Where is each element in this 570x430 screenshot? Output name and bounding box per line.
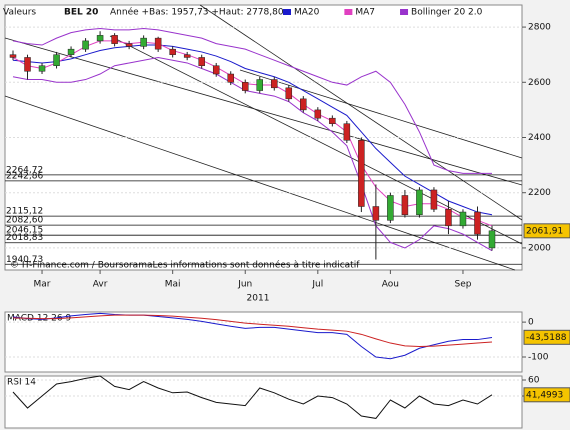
legend-label: Bollinger 20 2.0 (411, 8, 483, 18)
x-tick-label: Jul (311, 280, 323, 290)
bollinger-lower (12, 56, 493, 252)
candle-body (300, 98, 307, 111)
y-tick-label: 60 (528, 376, 540, 386)
candle-body (38, 65, 46, 72)
ma-line (12, 44, 493, 216)
subtitle: Année +Bas: 1957,73 +Haut: 2778,80 (110, 7, 284, 18)
last-value-label: 41,4993 (526, 390, 563, 400)
level-label: 2115,12 (6, 207, 43, 217)
candle-body (67, 48, 75, 55)
candle-body (387, 195, 394, 221)
indicator-line (12, 312, 493, 360)
y-tick-label: 2800 (528, 23, 551, 33)
candle-body (488, 230, 496, 249)
candle-body (271, 79, 278, 89)
last-value-label: 2061,91 (526, 226, 563, 236)
trend-line (4, 37, 523, 186)
y-tick-label: 2200 (528, 188, 551, 198)
candle-body (183, 54, 191, 58)
y-tick-label: -100 (528, 353, 549, 363)
header-label: Valeurs (3, 8, 36, 18)
candle-body (372, 206, 380, 221)
source: © IT-Finance.com / BoursoramaLes informa… (10, 260, 360, 271)
last-value-box (523, 387, 570, 403)
level-label: 2242,86 (6, 171, 43, 181)
level-label: 2264,72 (6, 165, 43, 175)
macd-panel (4, 311, 523, 373)
indicator-line (12, 375, 493, 419)
candle-body (111, 35, 118, 44)
x-tick-label: Aou (382, 280, 399, 290)
candle-body (212, 65, 220, 75)
candle-body (358, 140, 365, 207)
y-tick-label: 2400 (528, 133, 551, 143)
candle-body (9, 54, 17, 58)
x-tick-label: Mar (34, 280, 51, 290)
candle-body (96, 35, 104, 42)
candle-body (459, 211, 467, 227)
candle-body (198, 57, 205, 66)
rsi-panel (4, 375, 523, 429)
candle-body (241, 82, 249, 91)
last-value-label: -43,5188 (526, 333, 567, 343)
rsi-title: RSI 14 (7, 378, 36, 388)
candle-body (125, 43, 133, 47)
trend-line (239, 69, 523, 159)
x-tick-label: Avr (93, 280, 108, 290)
legend-swatch (283, 9, 291, 15)
legend-label: MA20 (294, 8, 320, 18)
candle-body (445, 209, 452, 227)
x-tick-label: Sep (454, 280, 471, 290)
ma-line (12, 40, 493, 227)
legend-label: MA7 (355, 8, 375, 18)
y-tick-label: 2600 (528, 78, 551, 88)
legend-swatch (400, 9, 409, 15)
level-label: 1940,73 (6, 255, 43, 265)
last-value-box (523, 329, 570, 345)
x-tick-label: Jun (237, 280, 252, 290)
indicator-line (12, 314, 493, 348)
candle-body (140, 37, 147, 47)
candle-body (24, 57, 31, 72)
y-tick-label: 2000 (528, 243, 551, 253)
last-value-box (523, 223, 570, 239)
trend-lines (4, 4, 523, 271)
legend-swatch (344, 9, 353, 15)
candle-body (256, 79, 264, 91)
candle-body (53, 54, 60, 66)
bollinger-upper (12, 27, 492, 174)
candle-body (343, 123, 351, 141)
x-axis-label: 2011 (247, 294, 270, 304)
y-tick-label: 0 (528, 318, 534, 328)
chart-title: BEL 20 (64, 8, 98, 18)
x-tick-label: Mai (165, 280, 181, 290)
candle-body (169, 48, 176, 55)
level-label: 2082,60 (6, 216, 43, 226)
candle-body (416, 189, 423, 216)
candle-body (82, 40, 89, 50)
candle-body (285, 87, 293, 100)
candle-body (430, 189, 438, 210)
trend-line (109, 35, 523, 245)
candle-body (329, 117, 336, 124)
candle-body (401, 195, 409, 216)
candle-body (227, 73, 234, 83)
candle-body (314, 109, 322, 119)
level-label: 2018,83 (6, 233, 43, 243)
trend-line (199, 4, 523, 221)
candle-body (154, 37, 162, 50)
candle-body (474, 211, 481, 235)
trend-line (4, 95, 516, 271)
level-label: 2046,15 (6, 226, 43, 236)
